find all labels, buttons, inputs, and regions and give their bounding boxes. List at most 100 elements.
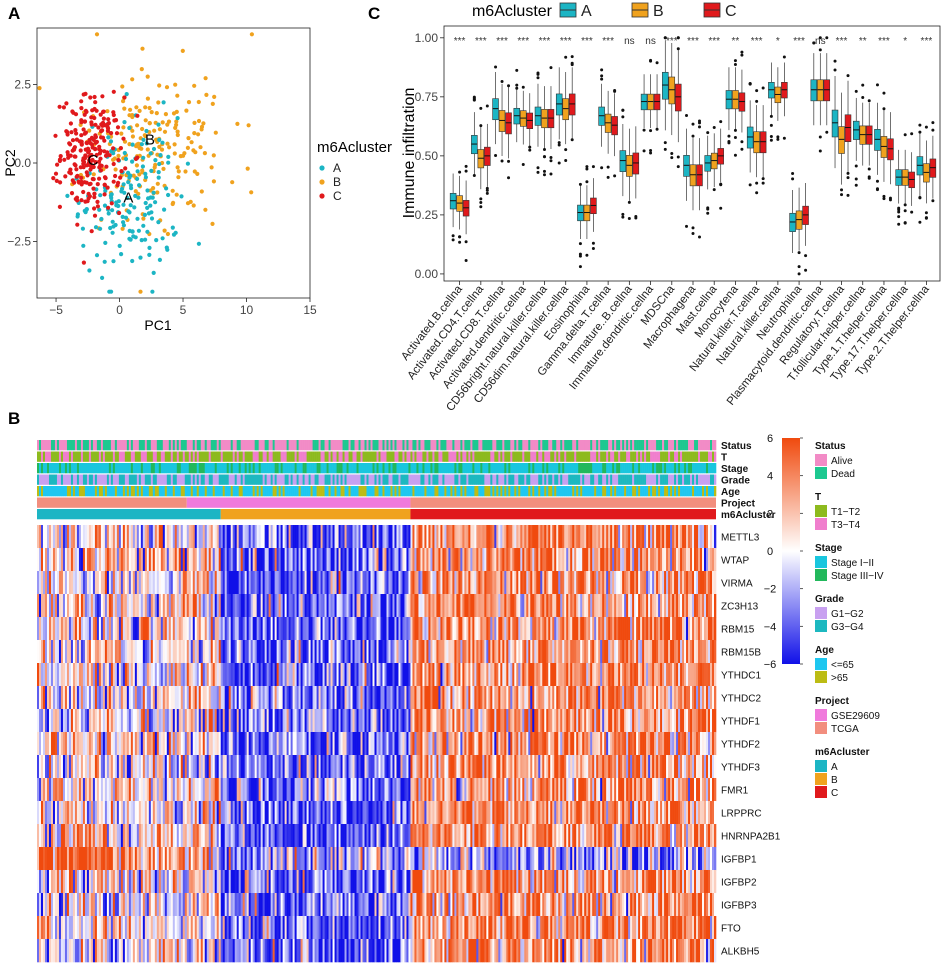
heatmap-cell: [550, 640, 553, 664]
annot-cell: [358, 440, 361, 451]
heatmap-cell: [466, 548, 469, 572]
heatmap-cell: [596, 525, 599, 549]
box-C-8: [632, 126, 640, 220]
annot-cell: [604, 474, 607, 485]
annot-cell: [268, 463, 271, 474]
heatmap-cell: [582, 525, 585, 549]
heatmap-cell: [168, 594, 172, 618]
heatmap-cell: [620, 548, 623, 572]
heatmap-cell: [218, 594, 222, 618]
annot-cell: [78, 463, 82, 474]
heatmap-cell: [354, 571, 357, 595]
heatmap-cell: [446, 525, 449, 549]
heatmap-cell: [266, 640, 269, 664]
annot-cell: [388, 486, 391, 497]
heatmap-cell: [180, 594, 184, 618]
heatmap-cell: [198, 594, 202, 618]
heatmap-cell: [382, 594, 385, 618]
annot-cell: [252, 463, 255, 474]
pca-point-C: [74, 195, 80, 200]
annot-cell: [396, 486, 399, 497]
heatmap-cell: [162, 571, 166, 595]
pca-point-C: [86, 196, 91, 201]
pca-point-B: [138, 289, 143, 294]
annot-cell: [462, 451, 465, 462]
annot-cell: [342, 486, 345, 497]
heatmap-cell: [438, 640, 441, 664]
heatmap-cell: [454, 617, 457, 641]
heatmap-cell: [472, 525, 475, 549]
heatmap-cell: [482, 640, 485, 664]
heatmap-cell: [306, 525, 309, 549]
heatmap-cell: [352, 571, 355, 595]
heatmap-cell: [46, 617, 50, 641]
pca-legend-label-C: C: [333, 189, 342, 203]
heatmap-cell: [100, 640, 104, 664]
heatmap-cell: [312, 640, 315, 664]
heatmap-cell: [320, 525, 323, 549]
box-outlier: [888, 198, 892, 202]
heatmap-cell: [662, 548, 665, 572]
annotation-track-Project: [37, 497, 716, 508]
annot-cell: [322, 474, 325, 485]
pca-point-C: [58, 154, 63, 159]
annot-cell: [696, 486, 699, 497]
annot-cell: [242, 463, 245, 474]
pca-point-A: [151, 270, 156, 275]
pca-point-C: [135, 113, 140, 118]
annot-cell: [548, 451, 551, 462]
annot-cell: [532, 451, 535, 462]
heatmap-cell: [76, 594, 80, 618]
heatmap-cell: [246, 571, 249, 595]
heatmap-cell: [438, 548, 441, 572]
annot-cell: [82, 486, 86, 497]
annot-cell: [476, 463, 479, 474]
pca-point-B: [201, 121, 206, 126]
heatmap-cell: [462, 571, 465, 595]
heatmap-cell: [42, 617, 46, 641]
heatmap-cell: [320, 640, 323, 664]
annot-cell: [190, 474, 194, 485]
annot-cell: [592, 463, 595, 474]
annot-cell: [536, 440, 539, 451]
annot-cell: [228, 451, 232, 462]
heatmap-cell: [494, 617, 497, 641]
box-body: [759, 131, 767, 154]
heatmap-cell: [304, 571, 307, 595]
annot-cell: [264, 474, 267, 485]
pca-point-C: [118, 175, 123, 180]
pca-point-A: [145, 205, 150, 210]
annot-cell: [162, 474, 166, 485]
heatmap-cell: [66, 617, 70, 641]
annot-cell: [650, 486, 653, 497]
heatmap-cell: [510, 617, 513, 641]
annot-cell: [364, 486, 367, 497]
annot-cell: [446, 451, 449, 462]
heatmap-cell: [48, 640, 52, 664]
heatmap-cell: [638, 525, 641, 549]
box-body: [817, 79, 824, 102]
pca-point-A: [102, 203, 108, 208]
heatmap-cell: [508, 571, 511, 595]
heatmap-cell: [470, 571, 473, 595]
heatmap-cell: [448, 640, 451, 664]
heatmap-cell: [470, 594, 473, 618]
heatmap-cell: [394, 571, 397, 595]
box-outlier: [515, 68, 519, 72]
box-outlier: [507, 176, 511, 180]
annot-cell: [88, 463, 92, 474]
heatmap-cell: [82, 525, 86, 549]
heatmap-cell: [50, 571, 54, 595]
box-body: [675, 83, 682, 112]
heatmap-cell: [270, 594, 273, 618]
annot-cell: [388, 440, 391, 451]
heatmap-cell: [410, 617, 413, 641]
pca-point-C: [82, 119, 87, 124]
annot-cell: [124, 440, 128, 451]
heatmap-cell: [412, 640, 415, 664]
annot-cell: [654, 463, 657, 474]
annot-cell: [660, 463, 663, 474]
heatmap-cell: [562, 525, 565, 549]
heatmap-cell: [596, 548, 599, 572]
